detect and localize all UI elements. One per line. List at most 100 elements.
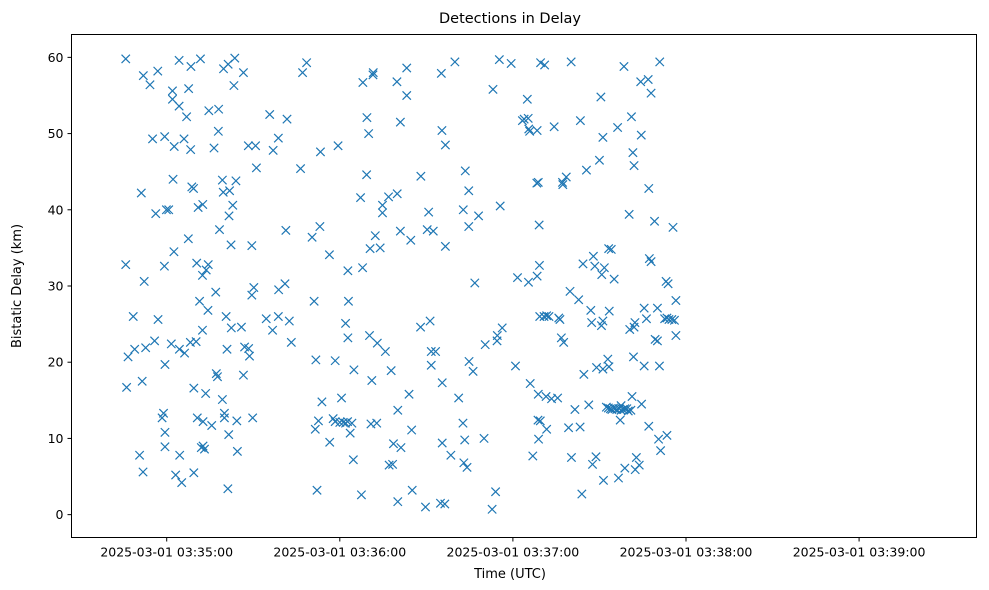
data-point — [458, 205, 468, 215]
chart-title: Detections in Delay — [439, 11, 581, 27]
data-point — [197, 325, 208, 335]
data-point — [368, 67, 378, 78]
data-point — [619, 61, 629, 72]
data-point — [174, 101, 184, 111]
data-point — [130, 344, 140, 354]
data-point — [201, 388, 211, 399]
data-point — [192, 413, 202, 423]
data-point — [273, 133, 283, 143]
data-point — [479, 433, 489, 444]
data-point — [618, 404, 628, 415]
data-point — [523, 113, 533, 123]
data-point — [201, 265, 211, 275]
data-point — [437, 125, 447, 136]
data-point — [219, 408, 230, 418]
data-point — [192, 258, 202, 268]
data-point — [639, 303, 649, 313]
data-point — [615, 415, 625, 425]
data-point — [655, 445, 666, 456]
data-point — [668, 222, 678, 232]
data-point — [541, 391, 551, 402]
data-point — [221, 311, 231, 322]
data-point — [358, 77, 368, 88]
data-point — [446, 450, 456, 460]
data-point — [599, 263, 609, 273]
data-point — [393, 497, 403, 507]
data-point — [198, 417, 208, 427]
data-point — [639, 361, 649, 371]
data-point — [282, 114, 292, 124]
data-point — [336, 393, 347, 403]
data-point — [426, 360, 436, 370]
data-point — [667, 314, 677, 325]
data-point — [251, 163, 262, 173]
data-point — [151, 208, 161, 219]
data-point — [606, 244, 616, 255]
data-point — [229, 80, 239, 91]
data-point — [627, 391, 637, 402]
data-point — [383, 192, 394, 202]
data-point — [377, 208, 388, 218]
y-tick-label: 20 — [48, 355, 64, 370]
data-point — [630, 317, 640, 328]
data-point — [250, 141, 261, 151]
data-point — [517, 115, 528, 126]
data-point — [388, 439, 399, 449]
data-point — [425, 316, 435, 326]
data-point — [407, 425, 417, 435]
data-point — [626, 405, 636, 415]
data-point — [247, 290, 257, 300]
data-point — [231, 176, 241, 186]
data-point — [281, 225, 291, 235]
x-tick-label: 2025-03-01 03:36:00 — [273, 545, 406, 560]
data-point — [236, 322, 247, 332]
data-point — [437, 378, 447, 388]
data-point — [575, 422, 585, 432]
y-tick-label: 30 — [48, 279, 64, 294]
x-axis: 2025-03-01 03:35:00 2025-03-01 03:36:00 20… — [100, 537, 926, 560]
data-point — [440, 140, 451, 150]
data-point — [460, 166, 470, 176]
data-point — [506, 58, 516, 69]
data-point — [238, 67, 249, 78]
data-point — [406, 235, 416, 245]
data-point — [230, 53, 240, 63]
data-point — [174, 344, 185, 354]
data-point — [310, 424, 320, 434]
data-point — [295, 164, 306, 174]
data-point — [343, 296, 354, 306]
data-point — [654, 361, 665, 371]
data-point — [584, 400, 594, 410]
data-point — [128, 311, 138, 322]
data-point — [145, 80, 155, 90]
data-point — [652, 303, 663, 313]
data-point — [372, 418, 382, 428]
data-point — [522, 94, 532, 104]
data-point — [440, 241, 451, 251]
data-point — [598, 364, 608, 374]
data-point — [147, 134, 158, 144]
data-point — [343, 266, 353, 276]
data-point — [232, 446, 243, 457]
data-point — [370, 231, 380, 241]
data-point — [561, 172, 571, 182]
data-point — [214, 224, 225, 235]
data-point — [268, 145, 278, 155]
data-point — [422, 224, 432, 235]
data-point — [197, 270, 208, 280]
data-point — [552, 393, 563, 403]
data-point — [533, 389, 543, 399]
data-point — [574, 295, 584, 305]
data-point — [348, 455, 358, 465]
data-point — [325, 437, 335, 447]
data-point — [362, 112, 372, 123]
y-axis-label: Bistatic Delay (km) — [10, 224, 25, 348]
data-point — [597, 269, 607, 280]
data-point — [330, 356, 340, 366]
data-point — [631, 452, 641, 463]
data-point — [377, 200, 388, 210]
data-point — [211, 287, 221, 297]
data-point — [164, 205, 174, 215]
data-point — [535, 416, 545, 426]
